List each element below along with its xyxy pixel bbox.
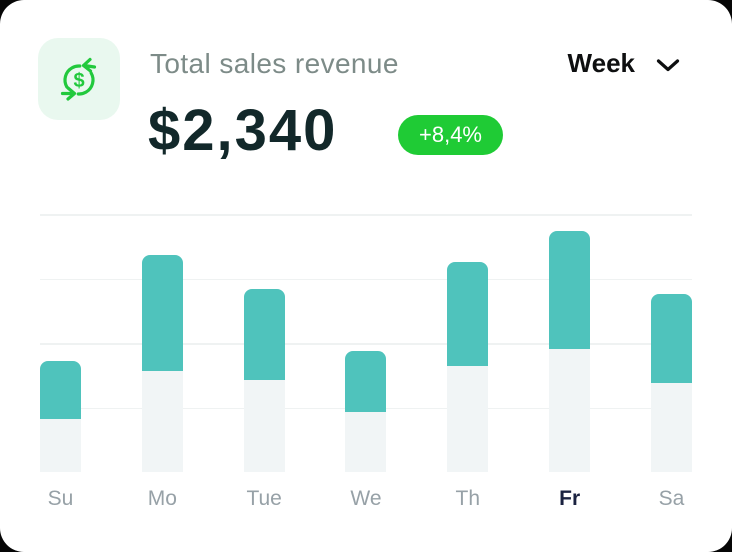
bar-segment-base [141,370,183,472]
bar-mo [141,214,183,472]
revenue-value: $2,340 [148,98,338,163]
gridline [40,278,692,280]
svg-text:$: $ [73,70,84,92]
x-label-th: Th [455,487,481,510]
money-exchange-icon: $ [38,38,120,120]
gridline [40,343,692,345]
bar-segment-revenue [549,230,591,350]
x-label-sa: Sa [658,487,685,510]
bar-chart-plot [40,214,692,472]
gridline [40,214,692,216]
period-selector-label: Week [567,48,635,78]
bar-segment-revenue [243,288,285,381]
bar-segment-revenue [345,351,387,412]
period-selector[interactable]: Week [568,48,680,78]
x-label-fr: Fr [559,487,581,510]
chevron-down-icon [656,58,680,71]
bar-segment-revenue [650,293,692,383]
x-label-we: We [350,487,382,510]
bar-fr [549,214,591,472]
bar-segment-base [345,411,387,472]
bar-tue [243,214,285,472]
bar-we [345,214,387,472]
x-label-tue: Tue [246,487,282,510]
bar-segment-revenue [447,262,489,366]
bar-segment-base [40,418,81,472]
bar-su [40,214,81,472]
bar-segment-revenue [40,361,81,419]
card-title: Total sales revenue [150,48,399,79]
x-label-su: Su [47,487,74,510]
chart-x-labels: Su Mo Tue We Th Fr Sa [40,486,692,512]
bar-segment-base [243,380,285,472]
dollar-refresh-glyph: $ [60,57,97,101]
change-badge: +8,4% [398,115,503,155]
bar-segment-base [447,365,489,472]
bar-th [447,214,489,472]
bar-sa [650,214,692,472]
bar-segment-base [650,382,692,472]
x-label-mo: Mo [147,487,177,510]
bar-segment-base [549,349,591,472]
bar-segment-revenue [141,255,183,371]
